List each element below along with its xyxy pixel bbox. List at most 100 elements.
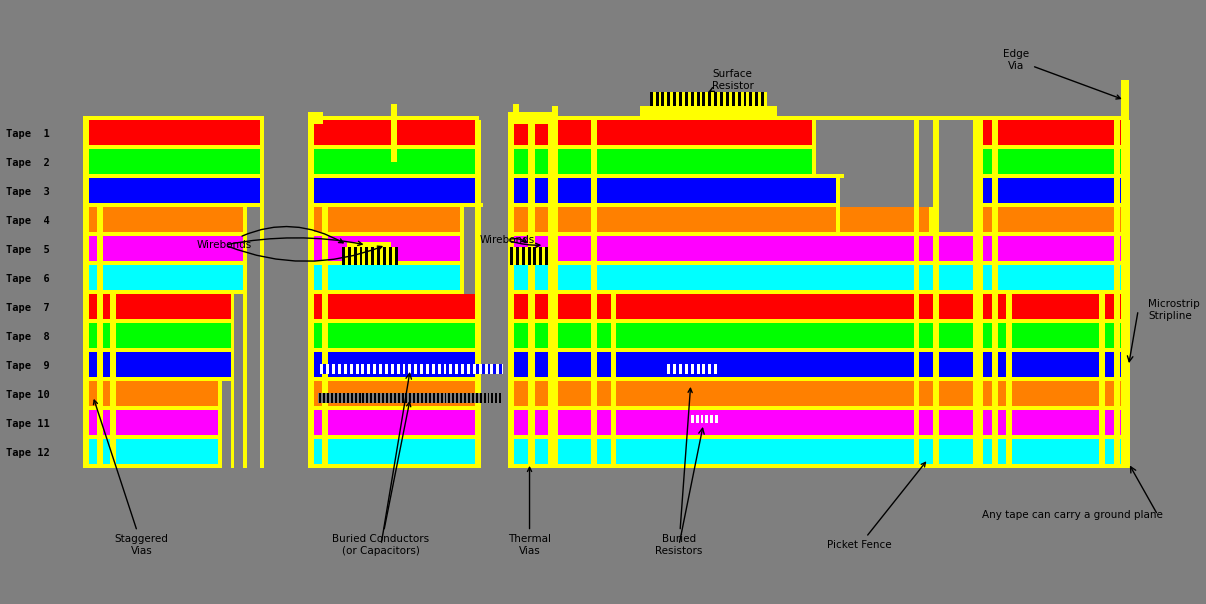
Bar xyxy=(977,265,1129,290)
Bar xyxy=(308,290,464,294)
Bar xyxy=(341,364,344,374)
Bar xyxy=(343,247,345,265)
Bar xyxy=(591,120,597,468)
Bar xyxy=(83,352,234,377)
Bar xyxy=(673,92,677,106)
Bar xyxy=(508,265,552,290)
Bar xyxy=(481,393,484,403)
Bar xyxy=(83,319,234,323)
Bar xyxy=(308,112,323,124)
Bar xyxy=(96,207,103,468)
Bar xyxy=(370,364,373,374)
Bar xyxy=(87,290,115,294)
Bar xyxy=(508,112,552,124)
Bar xyxy=(552,207,933,232)
Bar xyxy=(508,290,552,294)
Bar xyxy=(353,247,357,265)
Bar xyxy=(458,393,461,403)
Bar xyxy=(499,364,502,374)
Bar xyxy=(552,232,933,236)
Bar xyxy=(358,364,362,374)
Bar xyxy=(552,294,977,319)
Bar xyxy=(376,393,379,403)
Bar xyxy=(429,364,432,374)
Bar xyxy=(461,207,464,294)
Bar xyxy=(486,393,487,403)
Bar xyxy=(345,393,347,403)
Bar xyxy=(259,120,264,468)
Bar xyxy=(508,261,552,265)
Bar xyxy=(308,352,479,377)
Bar xyxy=(552,174,815,178)
Bar xyxy=(516,247,519,265)
Bar xyxy=(977,178,1129,203)
Bar xyxy=(349,393,351,403)
Bar xyxy=(977,410,1129,435)
Bar xyxy=(411,393,414,403)
Bar xyxy=(308,261,464,265)
Bar xyxy=(508,439,552,464)
Bar xyxy=(508,232,552,236)
Bar xyxy=(661,92,665,106)
Bar xyxy=(431,393,433,403)
Bar xyxy=(361,393,363,403)
Bar xyxy=(708,415,710,423)
Bar xyxy=(481,364,485,374)
Bar xyxy=(913,120,919,468)
Bar xyxy=(83,207,247,232)
Bar xyxy=(83,120,89,468)
Bar xyxy=(706,364,708,374)
Bar xyxy=(508,120,514,468)
Bar xyxy=(749,92,753,106)
Bar xyxy=(755,92,759,106)
Bar xyxy=(977,116,1129,120)
Bar xyxy=(347,247,351,265)
Text: Picket Fence: Picket Fence xyxy=(827,463,925,550)
Bar xyxy=(552,236,977,261)
Bar xyxy=(691,92,693,106)
Bar xyxy=(552,149,815,174)
Bar xyxy=(308,348,479,352)
Bar xyxy=(83,323,234,348)
Bar xyxy=(388,247,392,265)
Bar xyxy=(83,435,222,439)
Bar xyxy=(522,247,525,265)
Bar xyxy=(435,364,438,374)
Bar xyxy=(665,364,667,374)
Bar xyxy=(977,120,983,468)
Bar xyxy=(497,393,499,403)
Bar xyxy=(548,120,554,468)
Bar xyxy=(539,247,543,265)
Bar xyxy=(508,348,552,352)
Bar xyxy=(323,364,327,374)
Bar xyxy=(552,435,977,439)
Text: Tape  1: Tape 1 xyxy=(6,129,49,139)
Bar xyxy=(359,247,363,265)
Bar xyxy=(552,410,977,435)
Bar xyxy=(493,393,496,403)
Bar xyxy=(455,393,456,403)
Bar xyxy=(738,92,740,106)
Bar xyxy=(461,203,482,207)
Bar xyxy=(336,393,339,403)
Bar xyxy=(83,290,247,294)
Bar xyxy=(440,364,444,374)
Bar xyxy=(545,247,548,265)
Bar xyxy=(508,381,552,406)
Bar xyxy=(427,393,429,403)
Bar xyxy=(308,116,479,120)
Bar xyxy=(665,364,718,374)
Bar xyxy=(714,92,718,106)
Bar xyxy=(317,393,503,403)
Bar xyxy=(508,174,552,178)
Bar xyxy=(396,393,398,403)
Bar xyxy=(552,203,841,207)
Bar xyxy=(508,294,552,319)
Text: Tape  8: Tape 8 xyxy=(6,332,49,342)
Bar xyxy=(111,294,116,468)
Bar xyxy=(552,120,815,145)
Bar xyxy=(490,393,491,403)
Bar xyxy=(83,377,234,381)
Bar xyxy=(552,406,977,410)
Bar xyxy=(552,265,977,290)
